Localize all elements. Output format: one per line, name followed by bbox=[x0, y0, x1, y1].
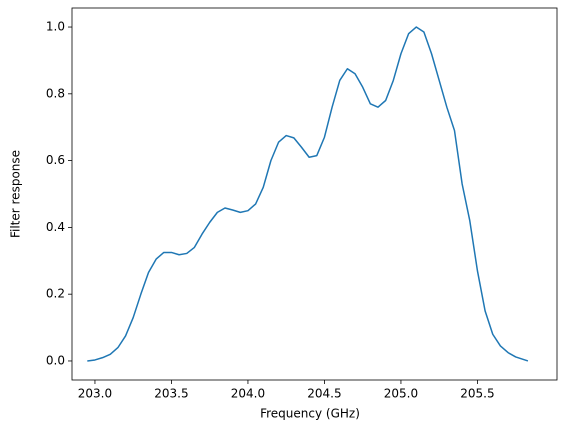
y-tick-label: 0.8 bbox=[46, 86, 65, 100]
y-tick-label: 0.4 bbox=[46, 220, 65, 234]
y-tick-label: 1.0 bbox=[46, 20, 65, 34]
x-tick-label: 205.5 bbox=[460, 387, 494, 401]
x-tick-label: 203.0 bbox=[78, 387, 112, 401]
y-axis-label: Filter response bbox=[9, 150, 23, 238]
y-tick-label: 0.0 bbox=[46, 353, 65, 367]
x-tick-label: 204.5 bbox=[307, 387, 341, 401]
plot-frame bbox=[71, 7, 558, 381]
line bbox=[87, 26, 529, 362]
x-axis-label: Frequency (GHz) bbox=[260, 407, 360, 421]
y-tick-label: 0.6 bbox=[46, 153, 65, 167]
y-tick-label: 0.2 bbox=[46, 287, 65, 301]
x-tick-label: 204.0 bbox=[231, 387, 265, 401]
x-tick-label: 205.0 bbox=[384, 387, 418, 401]
x-tick-label: 203.5 bbox=[154, 387, 188, 401]
